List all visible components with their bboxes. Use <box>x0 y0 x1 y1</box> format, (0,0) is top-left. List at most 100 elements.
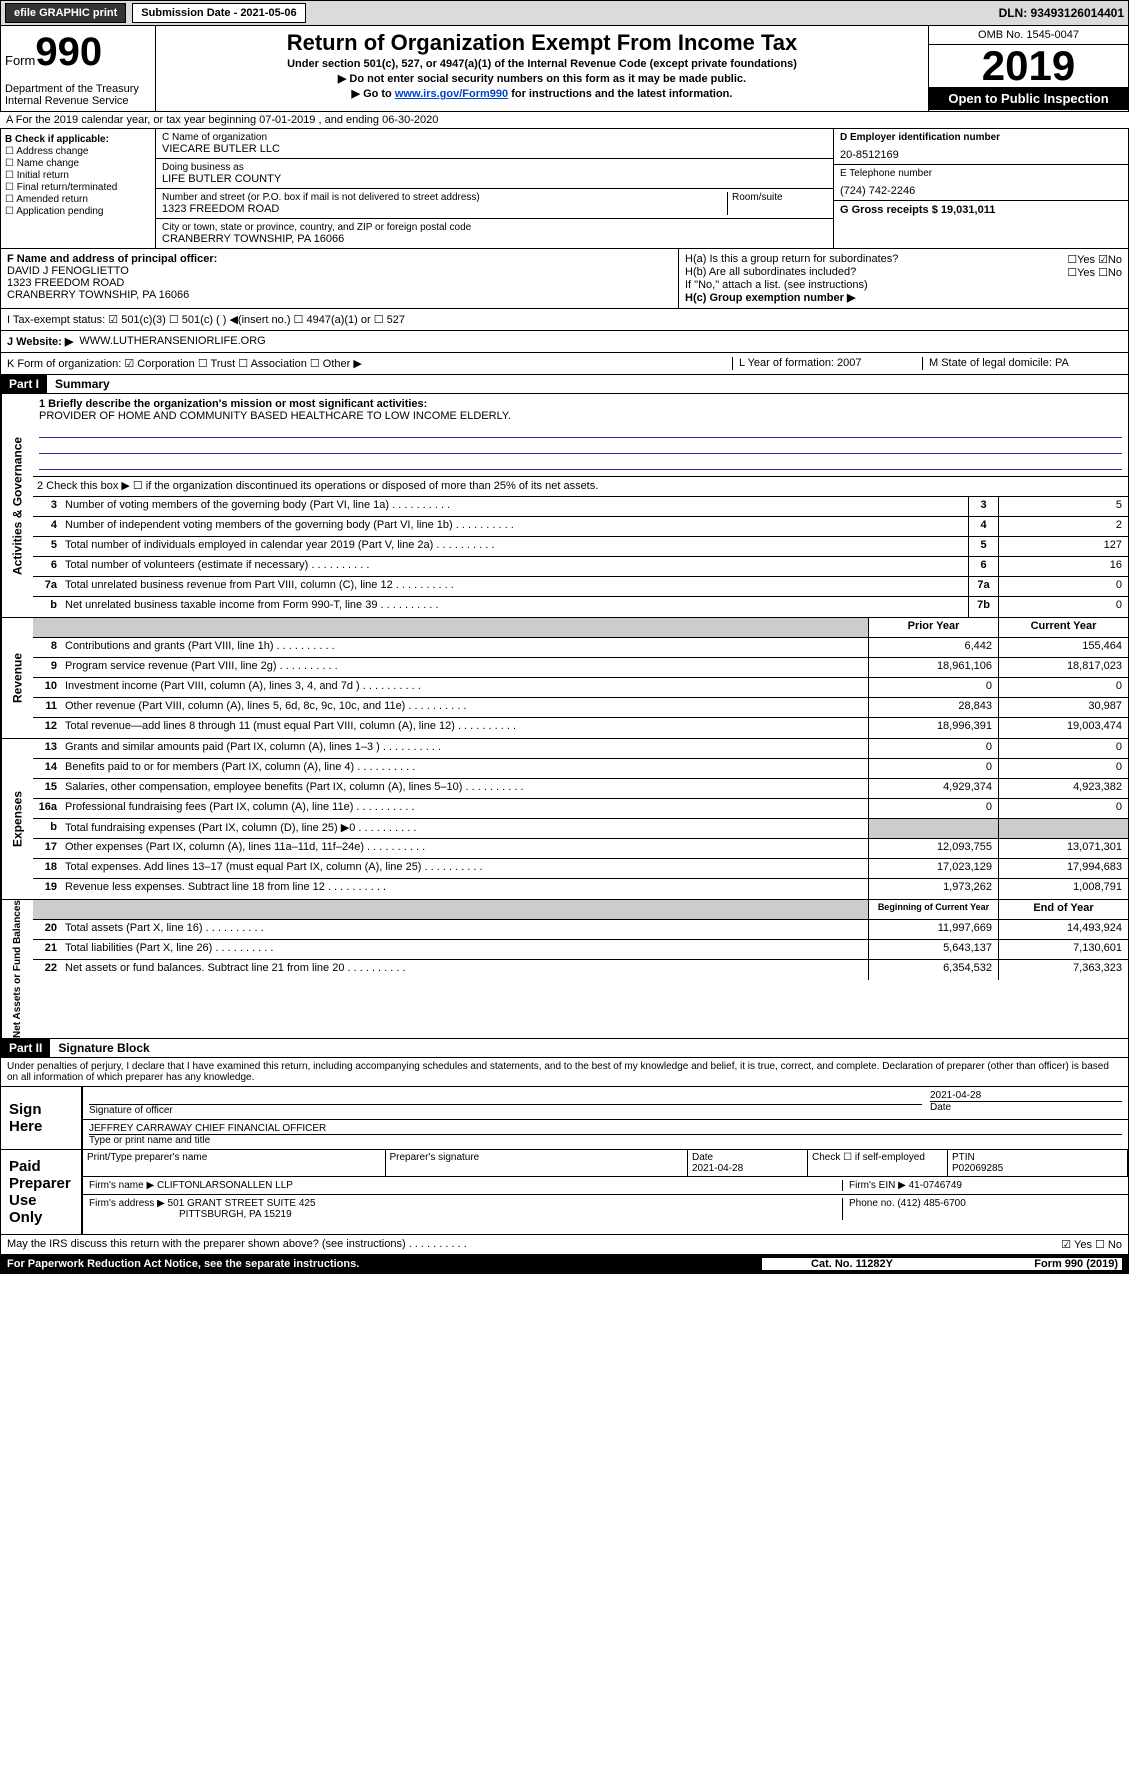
firm-ein: 41-0746749 <box>909 1180 962 1191</box>
dln: DLN: 93493126014401 <box>999 6 1124 20</box>
sidebar-governance: Activities & Governance <box>1 394 33 617</box>
discuss-answer[interactable]: ☑ Yes ☐ No <box>1061 1238 1122 1251</box>
addr-cell: Number and street (or P.O. box if mail i… <box>156 189 833 219</box>
tax-status-row: I Tax-exempt status: ☑ 501(c)(3) ☐ 501(c… <box>0 309 1129 331</box>
row-a-tax-year: A For the 2019 calendar year, or tax yea… <box>0 112 1129 129</box>
gross-cell: G Gross receipts $ 19,031,011 <box>834 201 1128 219</box>
col-b-checkboxes: B Check if applicable: ☐ Address change … <box>1 129 156 248</box>
tax-year: 2019 <box>929 45 1128 87</box>
col-c: C Name of organization VIECARE BUTLER LL… <box>156 129 833 248</box>
chk-amended[interactable]: ☐ Amended return <box>5 194 151 205</box>
firm-phone: (412) 485-6700 <box>897 1198 965 1209</box>
col-d: D Employer identification number 20-8512… <box>833 129 1128 248</box>
table-row: bTotal fundraising expenses (Part IX, co… <box>33 819 1128 839</box>
sidebar-netassets: Net Assets or Fund Balances <box>1 900 33 1038</box>
table-row: 11Other revenue (Part VIII, column (A), … <box>33 698 1128 718</box>
sign-here-block: Sign Here Signature of officer 2021-04-2… <box>0 1087 1129 1150</box>
discuss-row: May the IRS discuss this return with the… <box>0 1235 1129 1255</box>
irs-link[interactable]: www.irs.gov/Form990 <box>395 88 508 100</box>
net-header-row: Beginning of Current Year End of Year <box>33 900 1128 920</box>
form-number: 990 <box>35 30 102 74</box>
room-label: Room/suite <box>732 192 827 203</box>
table-row: 20Total assets (Part X, line 16)11,997,6… <box>33 920 1128 940</box>
table-row: 7aTotal unrelated business revenue from … <box>33 577 1128 597</box>
principal-officer: F Name and address of principal officer:… <box>1 249 678 308</box>
mission-text: PROVIDER OF HOME AND COMMUNITY BASED HEA… <box>39 410 1122 422</box>
part2-header: Part II Signature Block <box>0 1039 1129 1058</box>
subtitle-ssn: ▶ Do not enter social security numbers o… <box>164 72 920 85</box>
chk-address[interactable]: ☐ Address change <box>5 146 151 157</box>
prep-date: 2021-04-28 <box>692 1163 743 1174</box>
paid-preparer-block: Paid Preparer Use Only Print/Type prepar… <box>0 1150 1129 1235</box>
klm-row: K Form of organization: ☑ Corporation ☐ … <box>0 353 1129 375</box>
chk-name[interactable]: ☐ Name change <box>5 158 151 169</box>
summary-revenue: Revenue Prior Year Current Year 8Contrib… <box>0 618 1129 739</box>
org-name-cell: C Name of organization VIECARE BUTLER LL… <box>156 129 833 159</box>
sign-date: 2021-04-28 <box>930 1090 1122 1101</box>
gross-receipts: G Gross receipts $ 19,031,011 <box>840 204 1122 216</box>
table-row: 18Total expenses. Add lines 13–17 (must … <box>33 859 1128 879</box>
summary-netassets: Net Assets or Fund Balances Beginning of… <box>0 900 1129 1039</box>
table-row: 8Contributions and grants (Part VIII, li… <box>33 638 1128 658</box>
header-mid: Return of Organization Exempt From Incom… <box>156 26 928 111</box>
ptin: P02069285 <box>952 1163 1003 1174</box>
self-employed-check[interactable]: Check ☐ if self-employed <box>808 1150 948 1177</box>
year-header-row: Prior Year Current Year <box>33 618 1128 638</box>
table-row: 15Salaries, other compensation, employee… <box>33 779 1128 799</box>
summary-expenses: Expenses 13Grants and similar amounts pa… <box>0 739 1129 900</box>
dba-cell: Doing business as LIFE BUTLER COUNTY <box>156 159 833 189</box>
table-row: 5Total number of individuals employed in… <box>33 537 1128 557</box>
table-row: 4Number of independent voting members of… <box>33 517 1128 537</box>
ein: 20-8512169 <box>840 149 1122 161</box>
sidebar-expenses: Expenses <box>1 739 33 899</box>
tax-status[interactable]: I Tax-exempt status: ☑ 501(c)(3) ☐ 501(c… <box>7 313 405 326</box>
chk-pending[interactable]: ☐ Application pending <box>5 206 151 217</box>
table-row: 3Number of voting members of the governi… <box>33 497 1128 517</box>
catalog-number: Cat. No. 11282Y <box>762 1258 942 1270</box>
topbar: efile GRAPHIC print Submission Date - 20… <box>0 0 1129 26</box>
city-state-zip: CRANBERRY TOWNSHIP, PA 16066 <box>162 233 827 245</box>
sign-here-label: Sign Here <box>1 1087 81 1149</box>
table-row: 13Grants and similar amounts paid (Part … <box>33 739 1128 759</box>
state-domicile: M State of legal domicile: PA <box>922 357 1122 370</box>
table-row: 19Revenue less expenses. Subtract line 1… <box>33 879 1128 899</box>
ha-answer[interactable]: ☐Yes ☑No <box>1067 253 1122 266</box>
identity-grid: B Check if applicable: ☐ Address change … <box>0 129 1129 249</box>
form-title: Return of Organization Exempt From Incom… <box>164 30 920 56</box>
chk-initial[interactable]: ☐ Initial return <box>5 170 151 181</box>
line2[interactable]: 2 Check this box ▶ ☐ if the organization… <box>33 477 1128 496</box>
sidebar-revenue: Revenue <box>1 618 33 738</box>
city-cell: City or town, state or province, country… <box>156 219 833 248</box>
form-of-org[interactable]: K Form of organization: ☑ Corporation ☐ … <box>7 357 732 370</box>
website-url[interactable]: WWW.LUTHERANSENIORLIFE.ORG <box>79 335 265 348</box>
penalty-text: Under penalties of perjury, I declare th… <box>0 1058 1129 1087</box>
firm-name: CLIFTONLARSONALLEN LLP <box>157 1180 293 1191</box>
hc-exemption: H(c) Group exemption number ▶ <box>685 291 1122 304</box>
table-row: 10Investment income (Part VIII, column (… <box>33 678 1128 698</box>
subtitle-under: Under section 501(c), 527, or 4947(a)(1)… <box>164 58 920 70</box>
form-ref: Form 990 (2019) <box>942 1258 1122 1270</box>
telephone: (724) 742-2246 <box>840 185 1122 197</box>
table-row: 21Total liabilities (Part X, line 26)5,6… <box>33 940 1128 960</box>
chk-final[interactable]: ☐ Final return/terminated <box>5 182 151 193</box>
signature-label: Signature of officer <box>89 1104 922 1116</box>
submission-date: Submission Date - 2021-05-06 <box>132 3 305 23</box>
col-b-header: B Check if applicable: <box>5 134 151 145</box>
officer-name-title: JEFFREY CARRAWAY CHIEF FINANCIAL OFFICER <box>89 1123 1122 1134</box>
officer-name: DAVID J FENOGLIETTO <box>7 265 672 277</box>
header-right: OMB No. 1545-0047 2019 Open to Public In… <box>928 26 1128 111</box>
table-row: 22Net assets or fund balances. Subtract … <box>33 960 1128 980</box>
form-word: Form <box>5 53 35 68</box>
table-row: 12Total revenue—add lines 8 through 11 (… <box>33 718 1128 738</box>
tel-cell: E Telephone number (724) 742-2246 <box>834 165 1128 201</box>
dba: LIFE BUTLER COUNTY <box>162 173 827 185</box>
efile-button[interactable]: efile GRAPHIC print <box>5 3 126 23</box>
table-row: 17Other expenses (Part IX, column (A), l… <box>33 839 1128 859</box>
summary-governance: Activities & Governance 1 Briefly descri… <box>0 394 1129 618</box>
part1-header: Part I Summary <box>0 375 1129 394</box>
hb-answer[interactable]: ☐Yes ☐No <box>1067 266 1122 279</box>
table-row: 6Total number of volunteers (estimate if… <box>33 557 1128 577</box>
table-row: 14Benefits paid to or for members (Part … <box>33 759 1128 779</box>
preparer-table: Print/Type preparer's name Preparer's si… <box>83 1150 1128 1177</box>
form-header: Form990 Department of the Treasury Inter… <box>0 26 1129 112</box>
